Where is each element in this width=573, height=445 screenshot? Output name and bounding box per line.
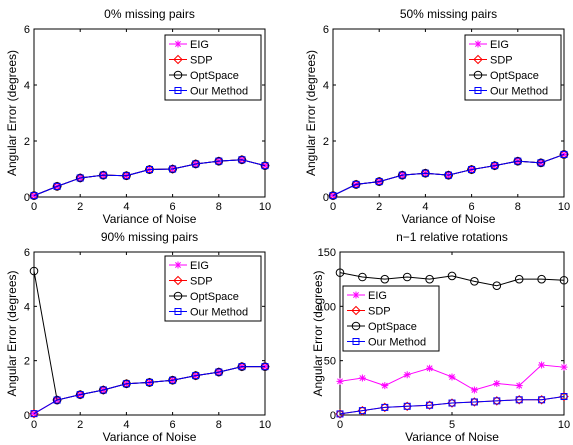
- y-tick-label: 4: [24, 80, 30, 92]
- y-tick-label: 0: [323, 192, 329, 204]
- y-tick-label: 0: [330, 410, 336, 422]
- legend-label: SDP: [368, 306, 391, 318]
- legend-label: OptSpace: [190, 70, 239, 82]
- legend-label: Our Method: [490, 86, 548, 98]
- legend-label: OptSpace: [190, 291, 239, 303]
- y-tick-label: 2: [24, 356, 30, 368]
- y-axis-label: Angular Error (degrees): [5, 270, 19, 396]
- subplot-4: 0 5 10050100150n−1 relative rotationsVaria…: [311, 230, 570, 444]
- data-point: [359, 375, 366, 382]
- data-point: [561, 364, 568, 371]
- chart-title: n−1 relative rotations: [396, 230, 508, 244]
- y-axis-label: Angular Error (degrees): [304, 50, 318, 176]
- y-tick-label: 50: [324, 356, 336, 368]
- x-tick-label: 10: [558, 419, 570, 431]
- legend: EIG SDP OptSpace Our Method: [343, 286, 439, 351]
- x-tick-label: 10: [259, 201, 271, 213]
- x-axis-label: Variance of Noise: [103, 212, 197, 226]
- y-tick-label: 0: [24, 192, 30, 204]
- x-tick-label: 10: [259, 419, 271, 431]
- x-axis-label: Variance of Noise: [405, 430, 499, 444]
- legend: EIG SDP OptSpace Our Method: [165, 35, 261, 100]
- x-tick-label: 10: [558, 201, 570, 213]
- y-tick-label: 6: [323, 24, 329, 36]
- legend-label: Our Method: [190, 86, 248, 98]
- legend-label: EIG: [190, 39, 209, 51]
- x-tick-label: 2: [77, 201, 83, 213]
- data-point: [449, 373, 456, 380]
- y-axis-label: Angular Error (degrees): [311, 270, 325, 396]
- y-tick-label: 0: [24, 410, 30, 422]
- legend: EIG SDP OptSpace Our Method: [465, 35, 561, 100]
- legend-label: EIG: [190, 260, 209, 272]
- legend-label: SDP: [190, 55, 213, 67]
- legend-marker: [175, 262, 182, 269]
- y-axis-label: Angular Error (degrees): [5, 50, 19, 176]
- legend-label: SDP: [190, 276, 213, 288]
- legend-label: SDP: [490, 55, 513, 67]
- x-tick-label: 0: [31, 419, 37, 431]
- legend-marker: [175, 41, 182, 48]
- legend-label: Our Method: [190, 307, 248, 319]
- chart-title: 50% missing pairs: [400, 7, 497, 21]
- y-tick-label: 4: [323, 80, 329, 92]
- y-tick-label: 6: [24, 247, 30, 259]
- chart-title: 90% missing pairs: [101, 230, 198, 244]
- x-tick-label: 8: [216, 201, 222, 213]
- x-axis-label: Variance of Noise: [103, 430, 197, 444]
- data-point: [337, 378, 344, 385]
- y-tick-label: 6: [24, 24, 30, 36]
- legend-label: EIG: [490, 39, 509, 51]
- y-tick-label: 4: [24, 301, 30, 313]
- y-tick-label: 2: [323, 136, 329, 148]
- y-tick-label: 150: [318, 247, 336, 259]
- x-axis-label: Variance of Noise: [402, 212, 496, 226]
- legend-label: OptSpace: [368, 321, 417, 333]
- x-tick-label: 8: [515, 201, 521, 213]
- data-point: [381, 382, 388, 389]
- x-tick-label: 0: [31, 201, 37, 213]
- x-tick-label: 0: [330, 201, 336, 213]
- x-tick-label: 8: [216, 419, 222, 431]
- x-tick-label: 2: [376, 201, 382, 213]
- data-point: [404, 371, 411, 378]
- data-point: [471, 387, 478, 394]
- data-point: [493, 380, 500, 387]
- data-point: [538, 362, 545, 369]
- chart-title: 0% missing pairs: [104, 7, 195, 21]
- subplot-1: 0 2 4 6 8 1002460% missing pairsVariance of N…: [5, 7, 271, 226]
- legend-marker: [475, 41, 482, 48]
- data-point: [516, 382, 523, 389]
- legend-label: EIG: [368, 290, 387, 302]
- legend-marker: [353, 292, 360, 299]
- x-tick-label: 0: [337, 419, 343, 431]
- x-tick-label: 2: [77, 419, 83, 431]
- legend-label: OptSpace: [490, 70, 539, 82]
- data-point: [426, 365, 433, 372]
- legend: EIG SDP OptSpace Our Method: [165, 256, 261, 321]
- subplot-3: 0 2 4 6 8 10 0 2 4 6 90% missing pairs Variance of …: [5, 230, 271, 444]
- y-tick-label: 2: [24, 136, 30, 148]
- subplot-2: 0 2 4 6 8 10 0 2 4 6 50% missing pairs Variance of …: [304, 7, 570, 226]
- legend-label: Our Method: [368, 337, 426, 349]
